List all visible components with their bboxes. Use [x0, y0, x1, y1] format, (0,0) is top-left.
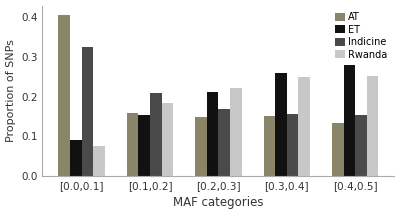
Bar [82, 47, 93, 176]
Bar [207, 92, 218, 176]
Bar [355, 115, 367, 176]
Bar [127, 113, 138, 176]
Bar [150, 93, 162, 176]
Bar [332, 123, 344, 176]
Bar [195, 117, 207, 176]
Bar [218, 109, 230, 176]
Bar [275, 72, 287, 176]
Bar [298, 77, 310, 176]
Y-axis label: Proportion of SNPs: Proportion of SNPs [6, 39, 16, 142]
Bar [264, 116, 275, 176]
Legend: AT, ET, Indicine, Rwanda: AT, ET, Indicine, Rwanda [333, 10, 390, 61]
X-axis label: MAF categories: MAF categories [173, 197, 264, 209]
Bar [344, 65, 355, 176]
Bar [70, 140, 82, 176]
Bar [287, 114, 298, 176]
Bar [162, 103, 173, 176]
Bar [58, 15, 70, 176]
Bar [367, 76, 378, 176]
Bar [230, 88, 242, 176]
Bar [93, 146, 105, 176]
Bar [138, 115, 150, 176]
